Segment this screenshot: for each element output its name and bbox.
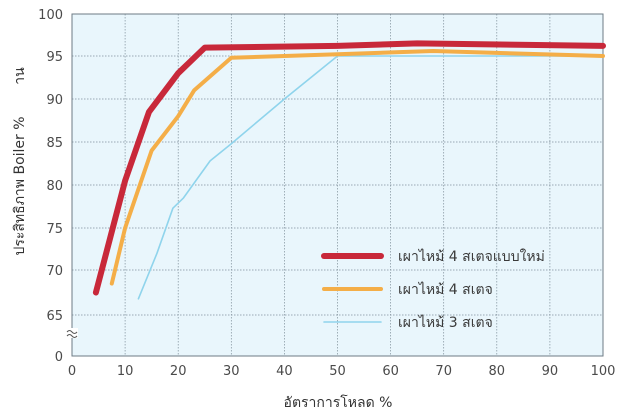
y-tick-label: 95 (46, 50, 63, 65)
legend-label: เผาไหม้ 4 สเตจ (398, 281, 493, 298)
y-tick-label: 0 (55, 350, 63, 365)
legend-label: เผาไหม้ 4 สเตจแบบใหม่ (398, 248, 545, 265)
series-line-2 (109, 49, 605, 286)
series-line-1 (92, 40, 606, 296)
series-lines (92, 40, 606, 300)
y-tick-label: 75 (46, 222, 63, 237)
y-tick-label: 100 (38, 8, 63, 23)
y-tick-label: 85 (46, 136, 63, 151)
y-tick-label: 65 (46, 309, 63, 324)
x-tick-label: 20 (170, 364, 187, 379)
y-tick-label: 80 (46, 179, 63, 194)
legend: เผาไหม้ 4 สเตจแบบใหม่เผาไหม้ 4 สเตจเผาไห… (321, 248, 545, 331)
y-tick-label: 90 (46, 93, 63, 108)
x-tick-labels: 0 10 20 30 40 50 60 70 80 90 100 (68, 364, 616, 379)
y-tick-labels: 0 65 70 75 80 85 90 95 100 (38, 8, 63, 365)
y-tick-label: 70 (46, 264, 63, 279)
y-axis-title: ประสิทธิภาพ Boiler % (12, 116, 28, 255)
axis-break-line (66, 330, 78, 334)
axis-break-gap (66, 328, 78, 338)
axis-break-line (66, 334, 78, 338)
plot-frame (71, 13, 604, 357)
x-tick-label: 30 (223, 364, 240, 379)
x-tick-label: 0 (68, 364, 76, 379)
x-tick-label: 80 (489, 364, 506, 379)
x-tick-label: 50 (329, 364, 346, 379)
series-line-3 (137, 55, 604, 300)
legend-label: เผาไหม้ 3 สเตจ (398, 314, 493, 331)
x-tick-label: 60 (382, 364, 399, 379)
x-tick-label: 100 (591, 364, 616, 379)
x-axis-title: อัตราการโหลด % (284, 394, 393, 411)
x-tick-label: 90 (542, 364, 559, 379)
x-tick-label: 40 (276, 364, 293, 379)
y-axis-title-cut: าน (12, 67, 28, 85)
x-tick-label: 10 (117, 364, 134, 379)
axis-break-mark (66, 328, 78, 338)
x-tick-label: 70 (435, 364, 452, 379)
